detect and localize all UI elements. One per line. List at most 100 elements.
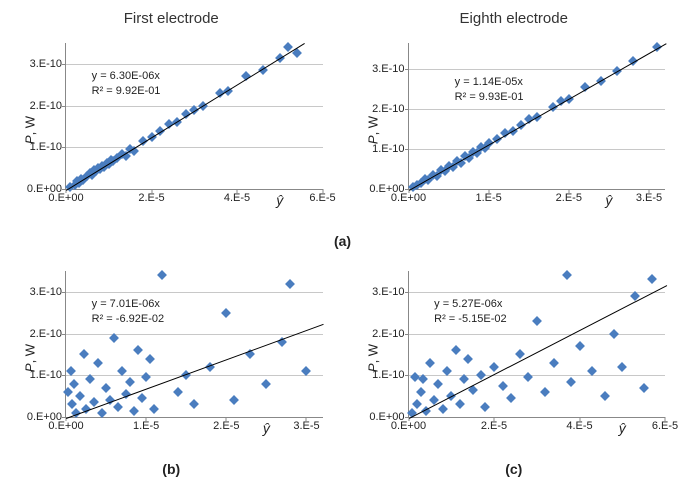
xtick-label: 2.E-5: [481, 420, 507, 432]
data-point: [463, 354, 473, 364]
ytick-label: 2.E-10: [30, 100, 62, 112]
plot-area: 0.E+001.E-102.E-103.E-100.E+001.E-52.E-5…: [65, 271, 323, 418]
data-point: [416, 387, 426, 397]
xtick-label: 4.E-5: [566, 420, 592, 432]
gridline: [409, 109, 666, 110]
y-axis-label: P, W: [365, 344, 380, 372]
ytick-label: 2.E-10: [30, 328, 62, 340]
gridline: [66, 334, 323, 335]
panel-top-right: P, W 0.E+001.E-102.E-103.E-100.E+001.E-52…: [353, 35, 676, 225]
subplot-label-b: (b): [10, 457, 333, 487]
ytick-label: 1.E-10: [30, 369, 62, 381]
fit-line: [409, 43, 667, 191]
xtick-label: 3.E-5: [293, 420, 319, 432]
gridline: [409, 69, 666, 70]
xtick-label: 6.E-5: [309, 192, 335, 204]
gridline: [409, 149, 666, 150]
data-point: [532, 316, 542, 326]
gridline: [66, 375, 323, 376]
data-point: [575, 341, 585, 351]
xtick-label: 0.E+00: [391, 192, 426, 204]
data-point: [566, 377, 576, 387]
data-point: [93, 358, 103, 368]
data-point: [609, 329, 619, 339]
data-point: [125, 377, 135, 387]
data-point: [101, 383, 111, 393]
data-point: [97, 408, 107, 418]
data-point: [145, 354, 155, 364]
xtick-label: 1.E-5: [476, 192, 502, 204]
xtick-label: 2.E-5: [556, 192, 582, 204]
fit-annotation: y = 7.01E-06xR² = -6.92E-02: [92, 297, 164, 327]
data-point: [133, 345, 143, 355]
xtick-label: 0.E+00: [391, 420, 426, 432]
data-point: [149, 404, 159, 414]
y-axis-label: P, W: [365, 116, 380, 144]
data-point: [229, 395, 239, 405]
data-point: [412, 400, 422, 410]
subplot-label-c: (c): [353, 457, 676, 487]
gridline: [409, 334, 666, 335]
data-point: [113, 402, 123, 412]
data-point: [506, 393, 516, 403]
ytick-label: 2.E-10: [372, 103, 404, 115]
data-point: [433, 379, 443, 389]
data-point: [221, 308, 231, 318]
data-point: [438, 404, 448, 414]
data-point: [141, 372, 151, 382]
data-point: [69, 379, 79, 389]
column-title-right: Eighth electrode: [353, 10, 676, 31]
data-point: [451, 345, 461, 355]
fit-annotation: y = 6.30E-06xR² = 9.92E-01: [92, 69, 161, 99]
fit-annotation: y = 5.27E-06xR² = -5.15E-02: [434, 297, 506, 327]
data-point: [261, 379, 271, 389]
data-point: [617, 362, 627, 372]
data-point: [189, 400, 199, 410]
data-point: [173, 387, 183, 397]
xtick-label: 2.E-5: [213, 420, 239, 432]
data-point: [137, 393, 147, 403]
figure-grid: First electrode Eighth electrode P, W0.E…: [10, 10, 675, 487]
ytick-label: 3.E-10: [372, 286, 404, 298]
data-point: [540, 387, 550, 397]
xtick-label: 3.E-5: [636, 192, 662, 204]
gridline: [66, 147, 323, 148]
ytick-label: 2.E-10: [372, 328, 404, 340]
plot-area: 0.E+001.E-102.E-103.E-100.E+002.E-54.E-5…: [65, 43, 323, 190]
data-point: [498, 381, 508, 391]
data-point: [489, 362, 499, 372]
data-point: [75, 391, 85, 401]
data-point: [639, 383, 649, 393]
data-point: [425, 358, 435, 368]
panel-bottom-left: P, W 0.E+001.E-102.E-103.E-100.E+001.E-52…: [10, 263, 333, 453]
data-point: [562, 270, 572, 280]
ytick-label: 3.E-10: [30, 58, 62, 70]
ytick-label: 1.E-10: [372, 143, 404, 155]
xtick-label: 2.E-5: [138, 192, 164, 204]
subplot-label-a: (a): [10, 229, 675, 259]
data-point: [129, 406, 139, 416]
xtick-label: 0.E+00: [48, 420, 83, 432]
data-point: [285, 279, 295, 289]
data-point: [157, 270, 167, 280]
plot-area: 0.E+001.E-102.E-103.E-100.E+001.E-52.E-5…: [408, 43, 666, 190]
ytick-label: 1.E-10: [30, 141, 62, 153]
xtick-label: 1.E-5: [133, 420, 159, 432]
ytick-label: 1.E-10: [372, 369, 404, 381]
panel-top-left: P, W0.E+001.E-102.E-103.E-100.E+002.E-54…: [10, 35, 333, 225]
ytick-label: 3.E-10: [30, 286, 62, 298]
data-point: [480, 402, 490, 412]
y-axis-label: P, W: [23, 344, 38, 372]
data-point: [600, 391, 610, 401]
data-point: [647, 274, 657, 284]
fit-annotation: y = 1.14E-05xR² = 9.93E-01: [455, 75, 524, 105]
ytick-label: 3.E-10: [372, 63, 404, 75]
data-point: [549, 358, 559, 368]
fit-line: [66, 43, 305, 191]
data-point: [455, 400, 465, 410]
data-point: [523, 372, 533, 382]
xtick-label: 0.E+00: [48, 192, 83, 204]
gridline: [66, 292, 323, 293]
panel-bottom-right: P, W0.E+001.E-102.E-103.E-100.E+002.E-54…: [353, 263, 676, 453]
data-point: [79, 349, 89, 359]
